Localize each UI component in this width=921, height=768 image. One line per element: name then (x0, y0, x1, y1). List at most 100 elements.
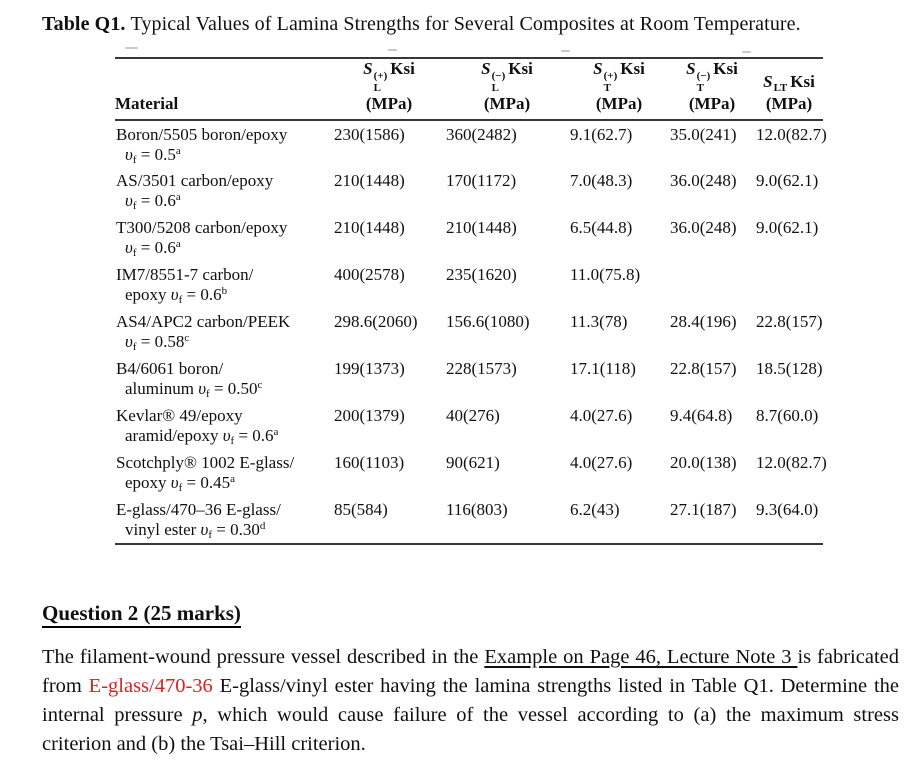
unit-ksi: Ksi (390, 59, 415, 78)
cell-sl-minus: 90(621) (446, 453, 500, 473)
table-row: B4/6061 boron/ aluminum υf = 0.50c 199(1… (115, 355, 823, 402)
cell-st-plus: 17.1(118) (570, 359, 636, 379)
cell-st-minus (669, 261, 755, 308)
cell-st-plus: 11.3(78) (570, 312, 628, 332)
table-row: Scotchply® 1002 E-glass/ epoxy υf = 0.45… (115, 449, 827, 496)
sub-axis: L (373, 81, 381, 94)
cell-st-plus: 4.0(27.6) (570, 406, 633, 426)
unit-ksi: Ksi (713, 59, 738, 78)
material-cell: B4/6061 boron/ aluminum υf = 0.50c (115, 355, 333, 402)
cell-sl-plus: 230(1586) (334, 125, 405, 145)
cell-sl-minus: 210(1448) (446, 218, 517, 238)
footnote-mark: d (259, 520, 266, 533)
material-name: B4/6061 boron/ (116, 359, 224, 379)
material-vf: υf = 0.58c (116, 332, 329, 353)
unit-ksi: Ksi (508, 59, 533, 78)
lecture-note-reference: Example on Page 46, Lecture Note 3 (484, 646, 798, 668)
vf-sub: f (178, 294, 183, 307)
footnote-mark: a (175, 191, 181, 204)
material-name: AS4/APC2 carbon/PEEK (116, 312, 291, 332)
vf-sub: f (132, 200, 137, 213)
vf-value: = 0.58 (136, 332, 185, 352)
col-header-material: Material (115, 59, 333, 122)
material-name: E-glass/470–36 E-glass/ (116, 500, 281, 520)
pressure-variable: p (192, 704, 203, 726)
material-cell: IM7/8551-7 carbon/ epoxy υf = 0.6b (115, 261, 333, 308)
vf-sub: f (178, 482, 183, 495)
nu-symbol: υ (200, 520, 209, 540)
vf-value: = 0.6 (182, 285, 222, 305)
col-header-sl-minus: S (−) L Ksi (MPa) (445, 59, 569, 122)
footnote-mark: c (257, 379, 263, 392)
cell-sl-minus: 170(1172) (446, 171, 517, 191)
nu-symbol: υ (125, 191, 133, 211)
para-text: , which would cause failure of the vesse… (42, 704, 899, 755)
nu-symbol: υ (125, 145, 133, 165)
material-name: T300/5208 carbon/epoxy (116, 218, 288, 238)
cell-slt: 18.5(128) (756, 359, 823, 379)
nu-symbol: υ (222, 426, 231, 446)
material-name: IM7/8551-7 carbon/ (116, 265, 254, 285)
cell-st-minus: 20.0(138) (670, 453, 737, 473)
cell-sl-minus: 40(276) (446, 406, 500, 426)
s-symbol: S (763, 72, 773, 92)
cell-st-minus: 27.1(187) (670, 500, 737, 520)
para-text: The filament-wound pressure vessel descr… (42, 646, 485, 668)
para-text: is fabricated from (42, 646, 899, 697)
cell-sl-plus: 200(1379) (334, 406, 405, 426)
cell-st-plus: 6.5(44.8) (570, 218, 633, 238)
unit-mpa: (MPa) (365, 94, 413, 114)
material-cell: T300/5208 carbon/epoxy υf = 0.6a (115, 214, 333, 261)
table-row: AS/3501 carbon/epoxy υf = 0.6a 210(1448)… (115, 167, 823, 214)
table-caption-label: Table Q1. (42, 13, 126, 35)
unit-mpa: (MPa) (595, 94, 643, 114)
footnote-mark: a (230, 473, 236, 486)
cell-slt: 8.7(60.0) (756, 406, 819, 426)
table-row: Boron/5505 boron/epoxy υf = 0.5a 230(158… (115, 120, 827, 167)
sup-sign: (−) (491, 70, 506, 82)
material-cell: Boron/5505 boron/epoxy υf = 0.5a (115, 120, 333, 167)
material-name: Boron/5505 boron/epoxy (116, 125, 288, 145)
sub-axis: LT (773, 82, 788, 95)
material-vf: epoxy υf = 0.6b (116, 285, 329, 306)
cell-sl-plus: 199(1373) (334, 359, 405, 379)
table-caption-text: Typical Values of Lamina Strengths for S… (130, 13, 801, 35)
sup-sign: (−) (696, 70, 711, 82)
scan-artifact (388, 49, 397, 51)
vf-prefix: vinyl ester (125, 520, 201, 540)
footnote-mark: a (175, 145, 181, 158)
cell-slt: 12.0(82.7) (756, 125, 827, 145)
s-symbol: S (593, 59, 603, 78)
material-name: Kevlar® 49/epoxy (116, 406, 243, 426)
vf-prefix: aramid/epoxy (125, 426, 223, 446)
col-header-st-minus: S (−) T Ksi (MPa) (669, 59, 755, 122)
vf-value: = 0.6 (136, 238, 176, 258)
material-cell: E-glass/470–36 E-glass/ vinyl ester υf =… (115, 496, 333, 543)
vf-prefix: aluminum (125, 379, 199, 399)
cell-st-plus: 11.0(75.8) (570, 265, 641, 285)
cell-st-minus: 36.0(248) (670, 171, 737, 191)
vf-prefix: epoxy (125, 285, 171, 305)
cell-slt: 12.0(82.7) (756, 453, 827, 473)
cell-slt: 22.8(157) (756, 312, 823, 332)
unit-mpa: (MPa) (483, 94, 531, 114)
s-symbol: S (686, 59, 696, 78)
cell-st-minus: 9.4(64.8) (670, 406, 733, 426)
vf-sub: f (208, 529, 213, 542)
table-row: Kevlar® 49/epoxy aramid/epoxy υf = 0.6a … (115, 402, 823, 449)
vf-sub: f (132, 247, 137, 260)
unit-mpa: (MPa) (765, 94, 813, 114)
cell-slt: 9.0(62.1) (756, 171, 819, 191)
footnote-mark: c (184, 332, 190, 345)
cell-sl-plus: 85(584) (334, 500, 388, 520)
cell-st-minus: 28.4(196) (670, 312, 737, 332)
footnote-mark: b (221, 285, 228, 298)
sub-axis: L (491, 81, 499, 94)
question-heading: Question 2 (25 marks) (42, 601, 241, 628)
vf-prefix: epoxy (125, 473, 171, 493)
table-row: AS4/APC2 carbon/PEEK υf = 0.58c 298.6(20… (115, 308, 823, 355)
vf-sub: f (132, 341, 137, 354)
table-row: E-glass/470–36 E-glass/ vinyl ester υf =… (115, 496, 823, 543)
col-header-slt: SLT Ksi (MPa) (755, 59, 823, 122)
